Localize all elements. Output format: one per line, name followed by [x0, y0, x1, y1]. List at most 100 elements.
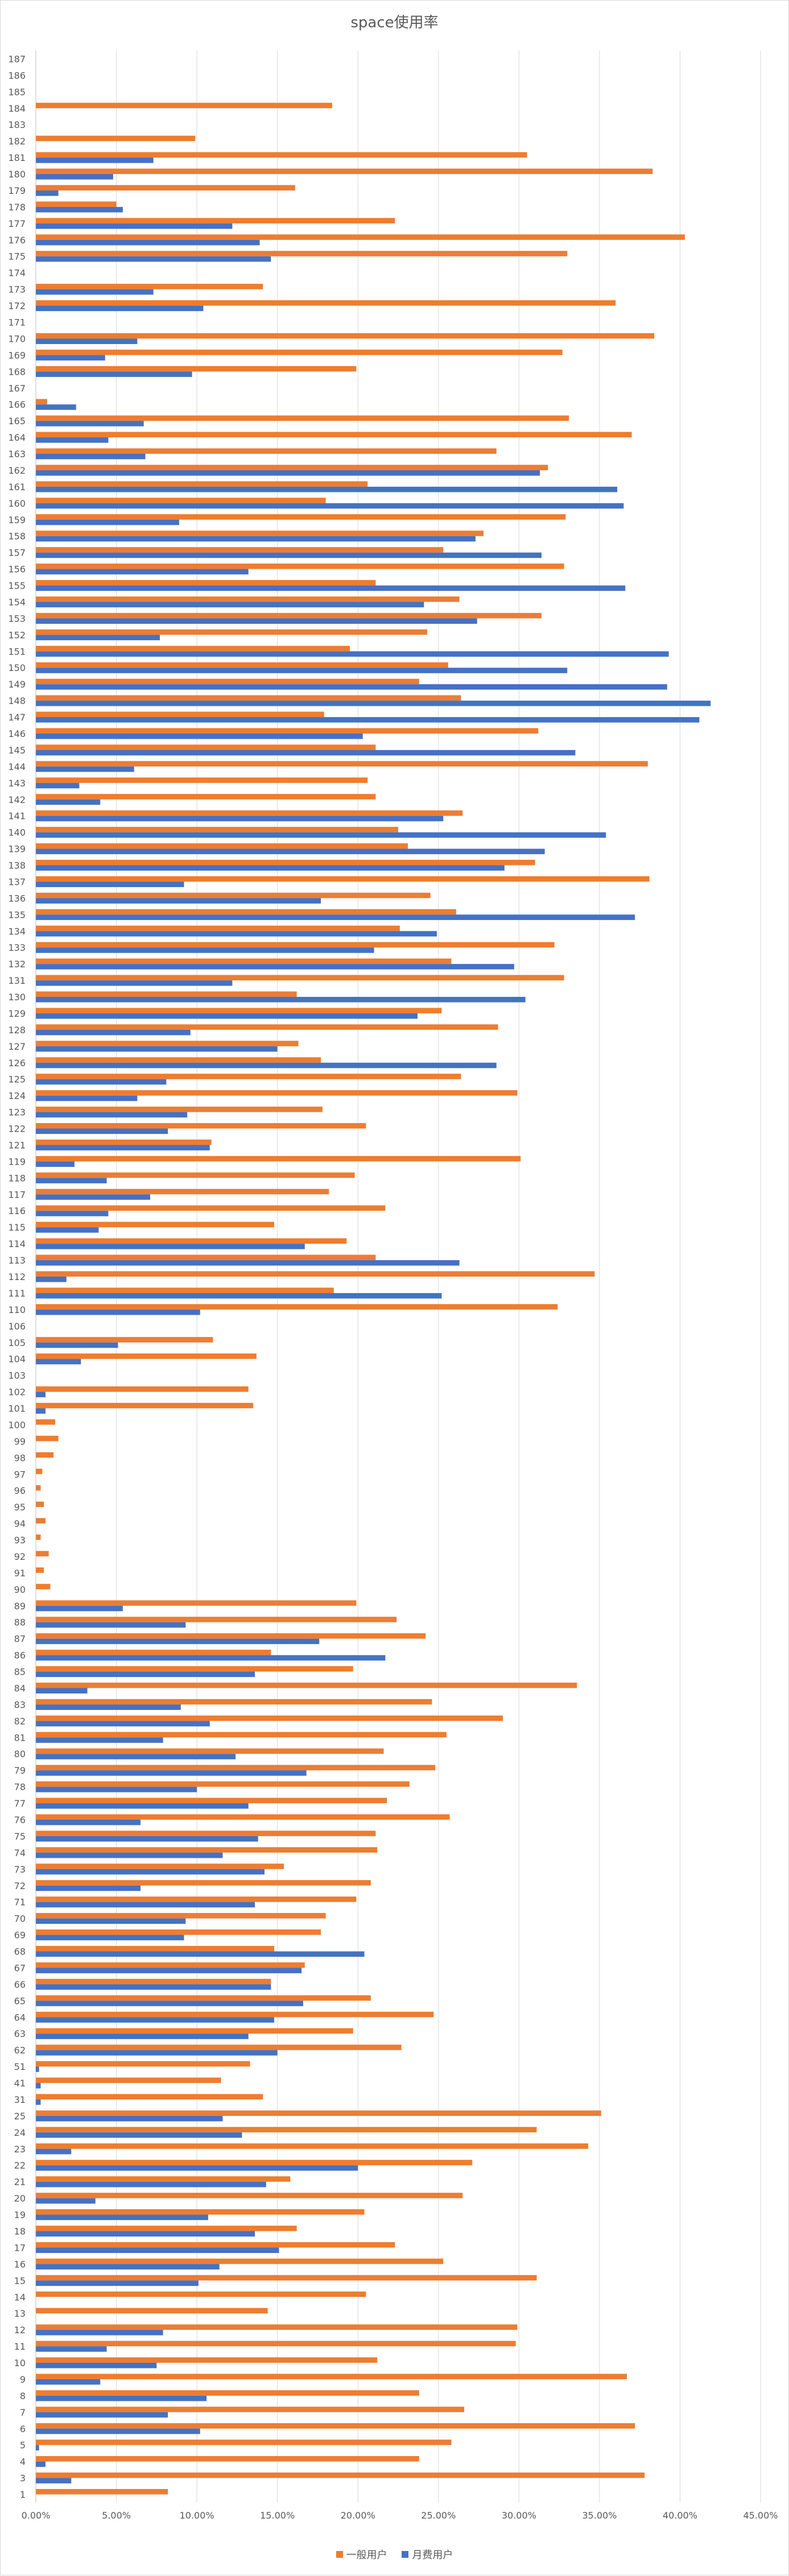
bar-monthly	[36, 1178, 107, 1183]
bar-general	[36, 1995, 371, 2001]
bar-general	[36, 1732, 447, 1738]
bar-monthly	[36, 305, 204, 312]
bar-monthly	[36, 569, 249, 575]
y-tick-label: 71	[14, 1897, 26, 1908]
bar-monthly	[36, 931, 437, 937]
bar-general	[36, 1337, 213, 1343]
bar-monthly	[36, 1605, 123, 1612]
y-tick-label: 51	[14, 2061, 26, 2072]
bar-monthly	[36, 503, 624, 509]
y-tick-label: 84	[14, 1683, 26, 1693]
y-tick-label: 176	[8, 235, 26, 246]
y-tick-label: 92	[14, 1551, 26, 1562]
bar-monthly	[36, 618, 477, 624]
bar-monthly	[36, 1721, 210, 1726]
y-tick-label: 98	[14, 1452, 26, 1463]
y-tick-label: 66	[14, 1979, 26, 1990]
bar-monthly	[36, 1029, 191, 1036]
bar-monthly	[36, 2001, 303, 2006]
bar-general	[36, 2407, 465, 2412]
bar-monthly	[36, 437, 109, 443]
y-tick-label: 25	[14, 2111, 26, 2122]
bar-monthly	[36, 865, 505, 871]
bar-monthly	[36, 1770, 307, 1776]
y-tick-label: 137	[8, 876, 26, 887]
bar-general	[36, 547, 444, 553]
bar-general	[36, 1156, 521, 1162]
y-tick-label: 110	[8, 1304, 26, 1315]
bar-monthly	[36, 1128, 168, 1134]
y-tick-label: 23	[14, 2144, 26, 2155]
y-tick-label: 113	[8, 1255, 26, 1266]
bar-monthly	[36, 2264, 220, 2269]
y-tick-label: 93	[14, 1535, 26, 1546]
bar-general	[36, 415, 569, 421]
bar-general	[36, 1699, 432, 1705]
y-tick-label: 85	[14, 1667, 26, 1678]
bar-general	[36, 366, 357, 372]
bar-general	[36, 2193, 463, 2198]
bar-monthly	[36, 2198, 96, 2204]
bar-monthly	[36, 1638, 320, 1645]
bar-monthly	[36, 1984, 271, 1990]
bar-general	[36, 678, 419, 685]
bar-general	[36, 711, 324, 718]
bar-general	[36, 777, 368, 783]
bar-monthly	[36, 2363, 157, 2368]
bar-general	[36, 1518, 46, 1524]
bar-monthly	[36, 421, 144, 426]
bar-monthly	[36, 1244, 305, 1249]
bar-monthly	[36, 2017, 275, 2023]
bar-general	[36, 925, 400, 931]
bar-general	[36, 728, 539, 734]
y-tick-label: 10	[14, 2358, 26, 2368]
bar-general	[36, 827, 398, 833]
bar-general	[36, 1682, 577, 1688]
bar-monthly	[36, 1062, 497, 1068]
bar-monthly	[36, 338, 138, 344]
bar-monthly	[36, 881, 184, 887]
bar-monthly	[36, 454, 146, 459]
bar-general	[36, 1435, 59, 1442]
bar-general	[36, 1978, 271, 1985]
bar-monthly	[36, 158, 154, 163]
x-tick-label: 10.00%	[180, 2510, 214, 2521]
bar-monthly	[36, 1013, 418, 1019]
bar-monthly	[36, 404, 76, 410]
y-tick-label: 9	[20, 2374, 26, 2385]
bar-general	[36, 2176, 291, 2182]
bar-monthly	[36, 239, 260, 246]
y-tick-label: 105	[8, 1337, 26, 1348]
bar-monthly	[36, 1852, 223, 1858]
bar-general	[36, 2308, 268, 2314]
bar-general	[36, 1024, 498, 1030]
y-tick-label: 172	[8, 301, 26, 312]
bar-general	[36, 1551, 49, 1556]
bar-general	[36, 1945, 275, 1952]
y-tick-label: 20	[14, 2193, 26, 2204]
y-tick-label: 153	[8, 613, 26, 624]
bar-general	[36, 744, 376, 750]
bar-monthly	[36, 733, 363, 739]
y-tick-label: 144	[8, 761, 26, 772]
bar-general	[36, 1402, 254, 1409]
y-tick-label: 142	[8, 794, 26, 805]
bar-general	[36, 2044, 402, 2051]
bar-general	[36, 1452, 54, 1458]
bar-monthly	[36, 1737, 163, 1743]
y-tick-label: 160	[8, 498, 26, 509]
bar-general	[36, 481, 368, 487]
bar-general	[36, 662, 448, 668]
bar-general	[36, 1271, 595, 1277]
bar-general	[36, 2275, 537, 2281]
bar-general	[36, 399, 47, 405]
bar-general	[36, 1188, 329, 1195]
bar-general	[36, 2209, 365, 2215]
bar-general	[36, 1765, 436, 1771]
bar-general	[36, 2473, 645, 2478]
bar-general	[36, 1863, 284, 1869]
bar-general	[36, 2258, 444, 2264]
y-tick-label: 158	[8, 531, 26, 542]
bar-general	[36, 1090, 518, 1096]
